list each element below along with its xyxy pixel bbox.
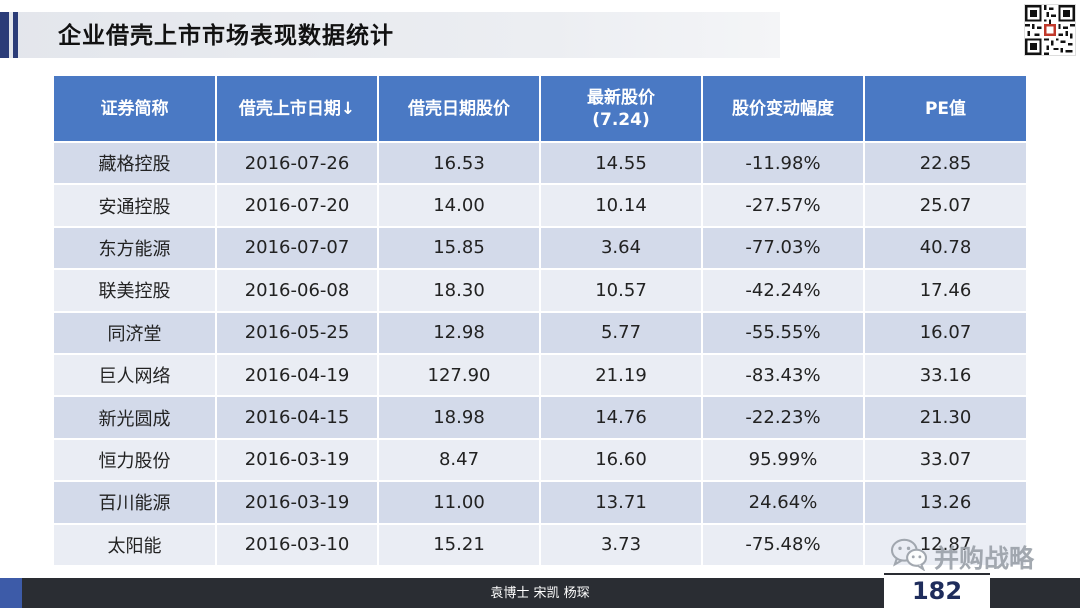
column-header-listing-price[interactable]: 借壳日期股价 [378,76,541,143]
cell-listing-price: 16.53 [378,142,541,186]
cell-security-name: 藏格控股 [54,142,217,186]
cell-listing-price: 18.30 [378,269,541,313]
cell-security-name: 新光圆成 [54,396,217,440]
page-title: 企业借壳上市市场表现数据统计 [58,23,394,49]
cell-latest-price: 3.73 [540,523,703,567]
column-header-pe-ratio[interactable]: PE值 [864,76,1026,143]
cell-listing-date: 2016-03-19 [216,438,379,483]
column-header-latest-price[interactable]: 最新股价 (7.24) [540,76,703,143]
cell-listing-price: 8.47 [378,438,541,483]
cell-listing-date: 2016-07-07 [216,226,379,271]
cell-listing-price: 15.85 [378,226,541,271]
column-header-security-name[interactable]: 证券简称 [54,76,217,143]
cell-security-name: 太阳能 [54,523,217,567]
cell-pe-ratio: 25.07 [864,184,1026,228]
footer-accent [0,578,22,608]
cell-price-change: -55.55% [702,311,865,355]
cell-latest-price: 14.55 [540,142,703,186]
cell-security-name: 恒力股份 [54,438,217,483]
cell-price-change: -22.23% [702,396,865,440]
cell-listing-price: 12.98 [378,311,541,355]
cell-security-name: 安通控股 [54,184,217,228]
cell-pe-ratio: 12.87 [864,523,1026,567]
cell-listing-date: 2016-06-08 [216,269,379,313]
table-row: 联美控股 2016-06-08 18.30 10.57 -42.24% 17.4… [54,269,1026,313]
cell-pe-ratio: 40.78 [864,226,1026,271]
table-row: 巨人网络 2016-04-19 127.90 21.19 -83.43% 33.… [54,353,1026,398]
cell-price-change: 95.99% [702,438,865,483]
cell-listing-price: 18.98 [378,396,541,440]
table-row: 安通控股 2016-07-20 14.00 10.14 -27.57% 25.0… [54,184,1026,228]
cell-price-change: -27.57% [702,184,865,228]
qr-code-icon [1024,4,1076,56]
page-number-box [884,573,990,608]
cell-pe-ratio: 33.16 [864,353,1026,398]
title-banner [0,12,780,58]
cell-listing-price: 11.00 [378,481,541,525]
page-number: 182 [911,577,963,605]
cell-security-name: 东方能源 [54,226,217,271]
table-row: 太阳能 2016-03-10 15.21 3.73 -75.48% 12.87 [54,523,1026,567]
watermark: 并购战略 [890,534,1034,580]
cell-pe-ratio: 16.07 [864,311,1026,355]
column-header-listing-date[interactable]: 借壳上市日期↓ [216,76,379,143]
cell-latest-price: 13.71 [540,481,703,525]
cell-security-name: 同济堂 [54,311,217,355]
cell-price-change: -77.03% [702,226,865,271]
cell-price-change: -42.24% [702,269,865,313]
cell-pe-ratio: 13.26 [864,481,1026,525]
cell-listing-date: 2016-03-19 [216,481,379,525]
cell-price-change: -11.98% [702,142,865,186]
cell-latest-price: 10.57 [540,269,703,313]
cell-latest-price: 21.19 [540,353,703,398]
cell-listing-price: 15.21 [378,523,541,567]
cell-pe-ratio: 17.46 [864,269,1026,313]
cell-latest-price: 10.14 [540,184,703,228]
table-row: 新光圆成 2016-04-15 18.98 14.76 -22.23% 21.3… [54,396,1026,440]
cell-listing-date: 2016-03-10 [216,523,379,567]
cell-latest-price: 3.64 [540,226,703,271]
cell-security-name: 巨人网络 [54,353,217,398]
table-row: 藏格控股 2016-07-26 16.53 14.55 -11.98% 22.8… [54,142,1026,186]
table-row: 同济堂 2016-05-25 12.98 5.77 -55.55% 16.07 [54,311,1026,355]
title-accent-bar-secondary [13,12,18,58]
table-row: 东方能源 2016-07-07 15.85 3.64 -77.03% 40.78 [54,226,1026,271]
cell-listing-date: 2016-04-15 [216,396,379,440]
cell-pe-ratio: 22.85 [864,142,1026,186]
wechat-icon [890,537,928,577]
cell-listing-date: 2016-07-20 [216,184,379,228]
cell-pe-ratio: 33.07 [864,438,1026,483]
title-accent-bar [0,12,9,58]
cell-price-change: -83.43% [702,353,865,398]
cell-listing-price: 14.00 [378,184,541,228]
cell-listing-date: 2016-04-19 [216,353,379,398]
watermark-text: 并购战略 [934,544,1035,573]
column-header-price-change[interactable]: 股价变动幅度 [702,76,865,143]
stock-table: 证券简称 借壳上市日期↓ 借壳日期股价 最新股价 (7.24) 股价变动幅度 P… [54,76,1026,567]
cell-price-change: -75.48% [702,523,865,567]
table-header-row: 证券简称 借壳上市日期↓ 借壳日期股价 最新股价 (7.24) 股价变动幅度 P… [54,76,1026,143]
cell-latest-price: 14.76 [540,396,703,440]
cell-listing-date: 2016-07-26 [216,142,379,186]
cell-pe-ratio: 21.30 [864,396,1026,440]
cell-price-change: 24.64% [702,481,865,525]
table-row: 百川能源 2016-03-19 11.00 13.71 24.64% 13.26 [54,481,1026,525]
cell-security-name: 联美控股 [54,269,217,313]
cell-listing-price: 127.90 [378,353,541,398]
table-row: 恒力股份 2016-03-19 8.47 16.60 95.99% 33.07 [54,438,1026,483]
cell-latest-price: 16.60 [540,438,703,483]
footer-authors: 袁博士 宋凯 杨琛 [490,586,590,601]
cell-listing-date: 2016-05-25 [216,311,379,355]
cell-latest-price: 5.77 [540,311,703,355]
cell-security-name: 百川能源 [54,481,217,525]
